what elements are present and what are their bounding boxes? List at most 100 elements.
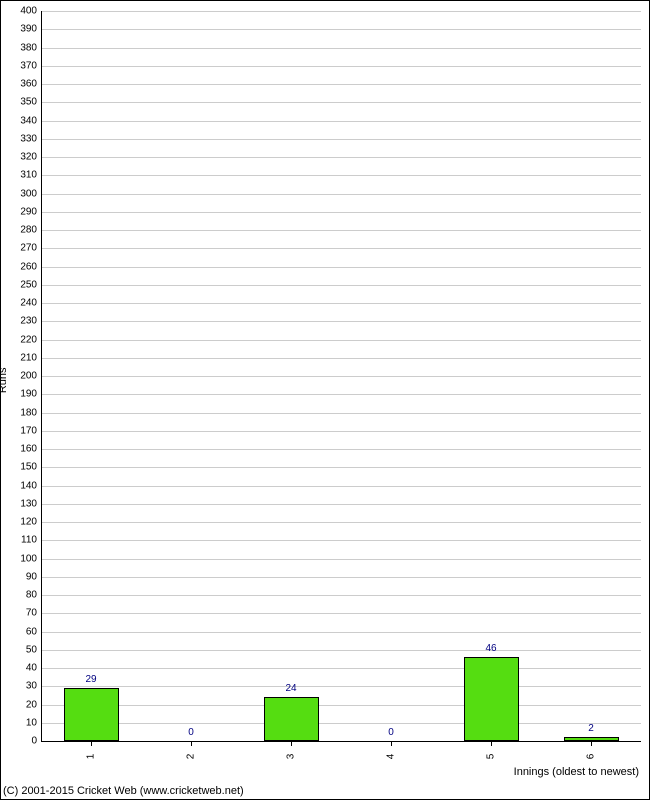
y-tick-label: 90: [7, 571, 37, 582]
y-tick-label: 160: [7, 444, 37, 455]
y-tick-label: 310: [7, 170, 37, 181]
y-tick-label: 340: [7, 115, 37, 126]
grid-line: [41, 595, 641, 596]
grid-line: [41, 267, 641, 268]
x-tick: [591, 741, 592, 746]
y-tick-label: 320: [7, 152, 37, 163]
bar-value-label: 29: [85, 674, 96, 685]
grid-line: [41, 11, 641, 12]
y-tick-label: 350: [7, 97, 37, 108]
y-tick-label: 50: [7, 644, 37, 655]
x-axis-title: Innings (oldest to newest): [514, 766, 639, 778]
y-tick-label: 290: [7, 206, 37, 217]
grid-line: [41, 248, 641, 249]
x-tick: [391, 741, 392, 746]
y-tick-label: 330: [7, 133, 37, 144]
y-tick-label: 400: [7, 6, 37, 17]
y-tick-label: 0: [7, 736, 37, 747]
grid-line: [41, 84, 641, 85]
x-tick-label: 5: [486, 754, 497, 760]
grid-line: [41, 486, 641, 487]
grid-line: [41, 321, 641, 322]
grid-line: [41, 504, 641, 505]
grid-line: [41, 467, 641, 468]
grid-line: [41, 394, 641, 395]
grid-line: [41, 522, 641, 523]
grid-line: [41, 431, 641, 432]
y-tick-label: 150: [7, 462, 37, 473]
bar-value-label: 0: [188, 727, 194, 738]
x-tick-label: 4: [386, 754, 397, 760]
y-tick-label: 170: [7, 425, 37, 436]
y-tick-label: 100: [7, 553, 37, 564]
y-tick-label: 240: [7, 298, 37, 309]
plot-area: [41, 11, 641, 741]
x-axis-line: [41, 741, 641, 742]
x-tick: [491, 741, 492, 746]
grid-line: [41, 230, 641, 231]
copyright-text: (C) 2001-2015 Cricket Web (www.cricketwe…: [3, 785, 244, 797]
y-tick-label: 130: [7, 498, 37, 509]
y-tick-label: 120: [7, 517, 37, 528]
y-tick-label: 230: [7, 316, 37, 327]
y-tick-label: 20: [7, 699, 37, 710]
grid-line: [41, 358, 641, 359]
y-tick-label: 220: [7, 334, 37, 345]
grid-line: [41, 102, 641, 103]
grid-line: [41, 48, 641, 49]
grid-line: [41, 650, 641, 651]
y-tick-label: 190: [7, 389, 37, 400]
grid-line: [41, 449, 641, 450]
grid-line: [41, 212, 641, 213]
bar-value-label: 0: [388, 727, 394, 738]
grid-line: [41, 139, 641, 140]
y-tick-label: 360: [7, 79, 37, 90]
bar: [64, 688, 119, 741]
y-tick-label: 280: [7, 225, 37, 236]
grid-line: [41, 303, 641, 304]
grid-line: [41, 29, 641, 30]
grid-line: [41, 121, 641, 122]
y-tick-label: 80: [7, 590, 37, 601]
grid-line: [41, 613, 641, 614]
y-tick-label: 380: [7, 42, 37, 53]
grid-line: [41, 194, 641, 195]
x-tick: [191, 741, 192, 746]
grid-line: [41, 540, 641, 541]
y-tick-label: 300: [7, 188, 37, 199]
grid-line: [41, 175, 641, 176]
chart-container: Runs Innings (oldest to newest) (C) 2001…: [0, 0, 650, 800]
y-tick-label: 110: [7, 535, 37, 546]
x-tick-label: 6: [586, 754, 597, 760]
y-tick-label: 60: [7, 626, 37, 637]
y-tick-label: 250: [7, 279, 37, 290]
x-tick-label: 3: [286, 754, 297, 760]
grid-line: [41, 66, 641, 67]
bar-value-label: 2: [588, 723, 594, 734]
x-tick-label: 1: [86, 754, 97, 760]
y-tick-label: 180: [7, 407, 37, 418]
y-tick-label: 390: [7, 24, 37, 35]
x-tick: [91, 741, 92, 746]
grid-line: [41, 376, 641, 377]
bar-value-label: 46: [485, 643, 496, 654]
grid-line: [41, 413, 641, 414]
y-tick-label: 40: [7, 663, 37, 674]
grid-line: [41, 340, 641, 341]
bar-value-label: 24: [285, 683, 296, 694]
y-tick-label: 10: [7, 717, 37, 728]
grid-line: [41, 723, 641, 724]
y-tick-label: 70: [7, 608, 37, 619]
y-tick-label: 210: [7, 352, 37, 363]
x-tick: [291, 741, 292, 746]
grid-line: [41, 668, 641, 669]
bar: [464, 657, 519, 741]
bar: [264, 697, 319, 741]
grid-line: [41, 285, 641, 286]
y-tick-label: 140: [7, 480, 37, 491]
grid-line: [41, 632, 641, 633]
grid-line: [41, 157, 641, 158]
y-tick-label: 270: [7, 243, 37, 254]
grid-line: [41, 577, 641, 578]
grid-line: [41, 705, 641, 706]
